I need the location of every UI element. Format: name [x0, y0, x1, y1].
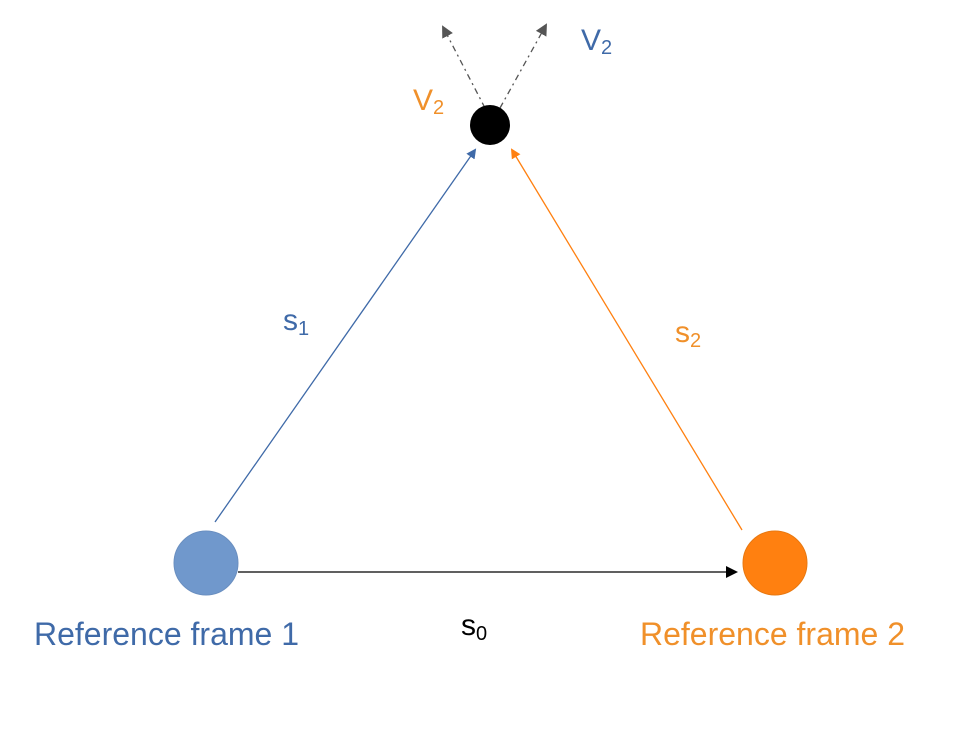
s0-sub: 0: [476, 623, 487, 645]
velocity-arrow: [499, 23, 547, 109]
velocity-arrow: [442, 25, 486, 109]
s2-sub: 2: [690, 330, 701, 352]
s0-label: s0: [461, 609, 487, 645]
velocity-sub: 2: [601, 37, 612, 59]
frame-1-node: [173, 530, 239, 596]
s1-label: s1: [283, 304, 309, 340]
frame-1-label: Reference frame 1: [34, 616, 299, 652]
arrow-s2: [510, 148, 743, 531]
velocity-base: V: [413, 84, 433, 117]
frame-2-label: Reference frame 2: [640, 616, 905, 652]
velocity-label: V2: [413, 84, 444, 119]
s0-base: s: [461, 609, 476, 642]
s2-base: s: [675, 316, 690, 349]
s1-sub: 1: [298, 318, 309, 340]
s1-base: s: [283, 304, 298, 337]
velocity-base: V: [581, 24, 601, 57]
arrow-s1: [214, 148, 477, 523]
object-node: [470, 105, 510, 145]
frame-2-node: [742, 530, 808, 596]
s2-label: s2: [675, 316, 701, 352]
velocity-label: V2: [581, 24, 612, 59]
velocity-sub: 2: [433, 97, 444, 119]
